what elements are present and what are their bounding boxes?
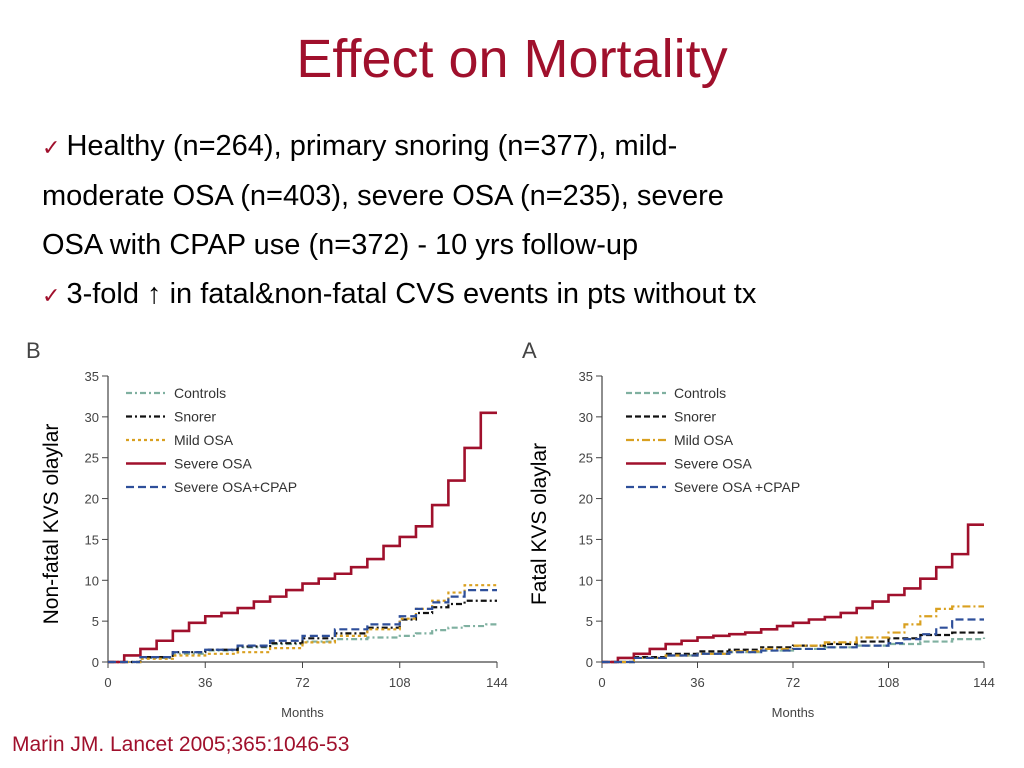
y-tick-label: 0: [586, 655, 593, 670]
y-tick-label: 15: [85, 532, 99, 547]
y-tick-label: 20: [85, 492, 99, 507]
chart-panel-a: A 0 5 10 15 20 25 30 35 0 36 72 108 144 Months Fatal KV…: [522, 338, 995, 720]
series-line-mild-osa: [108, 584, 497, 664]
y-tick-label: 25: [579, 451, 593, 466]
y-axis-label: Fatal KVS olaylar: [528, 443, 551, 605]
x-tick-label: 108: [389, 675, 411, 690]
x-tick-label: 108: [878, 675, 900, 690]
citation: Marin JM. Lancet 2005;365:1046-53: [12, 733, 350, 756]
chart-panel-b: B 0 5 10 15 20 25 30 35 0 36 72 108 144 Months Non-fata…: [26, 338, 508, 720]
legend-label: Severe OSA: [174, 456, 252, 472]
y-tick-label: 35: [579, 369, 593, 384]
series-line-snorer: [108, 599, 497, 664]
legend-label: Snorer: [174, 409, 216, 425]
series-line-controls: [602, 637, 986, 664]
x-tick-label: 72: [786, 675, 800, 690]
checkmark-icon: ✓: [42, 135, 61, 160]
checkmark-icon: ✓: [42, 283, 61, 308]
y-tick-label: 20: [579, 492, 593, 507]
y-tick-label: 25: [85, 451, 99, 466]
series-line-severe-osa: [108, 411, 497, 664]
x-axis-label: Months: [281, 705, 324, 720]
x-tick-label: 72: [295, 675, 309, 690]
panel-letter: B: [26, 338, 41, 363]
legend-label: Severe OSA: [674, 456, 752, 472]
bullet-2: ✓ 3-fold ↑ in fatal&non-fatal CVS events …: [42, 270, 982, 320]
legend-label: Severe OSA +CPAP: [674, 479, 800, 495]
panel-letter: A: [522, 338, 537, 363]
bullet-list: ✓ Healthy (n=264), primary snoring (n=377…: [42, 122, 982, 320]
legend-label: Mild OSA: [174, 432, 234, 448]
y-tick-label: 15: [579, 532, 593, 547]
x-axis-label: Months: [772, 705, 815, 720]
series-line-severe-osa-cpap: [602, 618, 984, 664]
x-tick-label: 0: [598, 675, 605, 690]
y-tick-label: 5: [92, 614, 99, 629]
legend-label: Severe OSA+CPAP: [174, 479, 297, 495]
y-tick-label: 5: [586, 614, 593, 629]
bullet-1-line-2: moderate OSA (n=403), severe OSA (n=235)…: [42, 180, 724, 212]
y-tick-label: 30: [85, 410, 99, 425]
y-tick-label: 30: [579, 410, 593, 425]
legend-label: Mild OSA: [674, 432, 734, 448]
y-tick-label: 10: [85, 573, 99, 588]
y-tick-label: 0: [92, 655, 99, 670]
bullet-1-text-1: Healthy (n=264), primary snoring (n=377)…: [66, 130, 678, 162]
series-line-controls: [108, 623, 497, 664]
x-tick-label: 144: [486, 675, 508, 690]
y-tick-label: 10: [579, 573, 593, 588]
legend-label: Controls: [174, 385, 226, 401]
bullet-1-line-3: OSA with CPAP use (n=372) - 10 yrs follo…: [42, 229, 639, 261]
x-tick-label: 144: [973, 675, 995, 690]
x-tick-label: 36: [690, 675, 704, 690]
series-line-severe-osa-cpap: [108, 588, 497, 664]
y-tick-label: 35: [85, 369, 99, 384]
y-axis-label: Non-fatal KVS olaylar: [40, 424, 63, 625]
slide-title: Effect on Mortality: [296, 29, 728, 89]
legend-label: Snorer: [674, 409, 716, 425]
bullet-1-line-1: ✓ Healthy (n=264), primary snoring (n=377…: [42, 122, 982, 172]
bullet-2-text: 3-fold ↑ in fatal&non-fatal CVS events i…: [66, 278, 757, 310]
x-tick-label: 0: [104, 675, 111, 690]
series-line-severe-osa: [602, 523, 984, 664]
x-tick-label: 36: [198, 675, 212, 690]
legend-label: Controls: [674, 385, 726, 401]
